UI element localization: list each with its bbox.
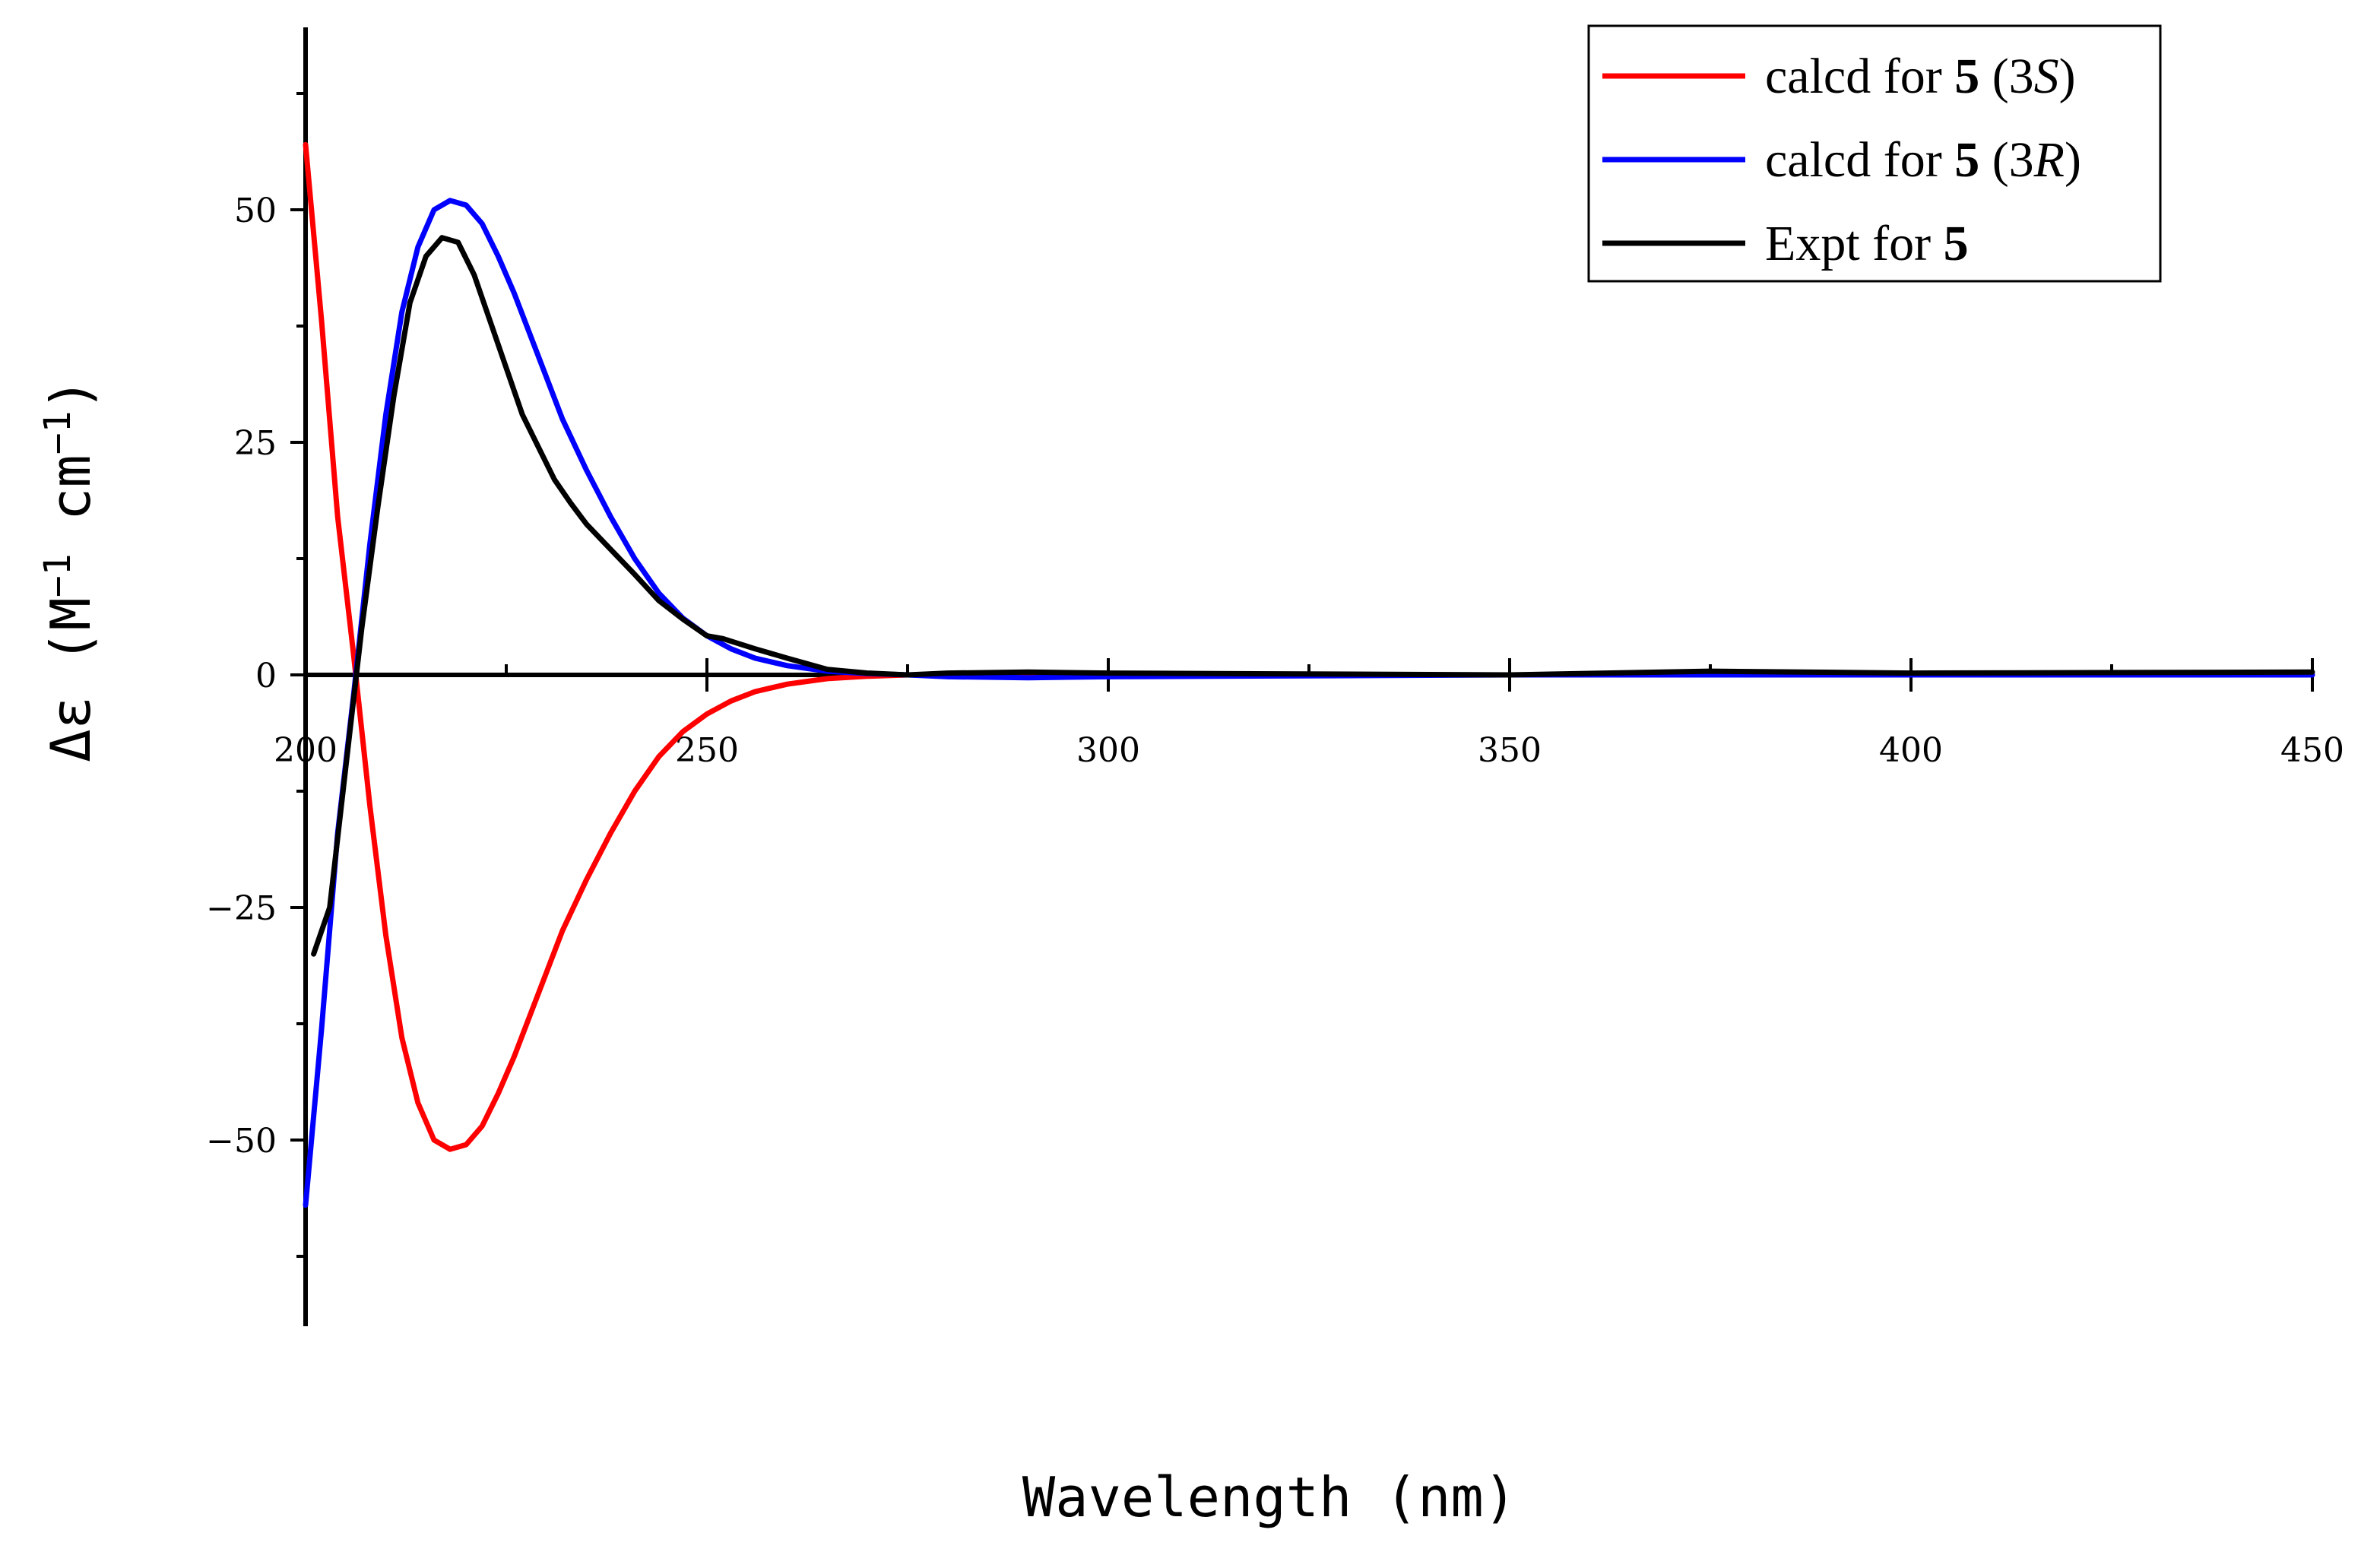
- y-axis-title-suffix: ): [39, 378, 103, 410]
- x-tick-label: 350: [1478, 731, 1542, 770]
- x-tick-label: 300: [1076, 731, 1140, 770]
- y-tick-label: −25: [206, 889, 277, 928]
- legend-label-2: calcd for 5 (3R): [1765, 132, 2081, 188]
- x-axis-title: Wavelength (nm): [1022, 1465, 1516, 1529]
- y-ticks: −50 −25 0 25 50: [206, 92, 306, 1258]
- x-tick-label: 200: [274, 731, 338, 770]
- legend-label-1: calcd for 5 (3S): [1765, 49, 2076, 104]
- x-ticks: 200 250 300 350 400 450: [274, 658, 2344, 770]
- y-axis-title-sup2: −1: [36, 410, 79, 454]
- y-axis-title-middle: cm: [39, 454, 103, 553]
- y-tick-label: −50: [206, 1122, 277, 1161]
- legend-label-3: Expt for 5: [1765, 216, 1969, 271]
- series-line-3: [311, 235, 2315, 957]
- x-tick-label: 250: [675, 731, 739, 770]
- series-layer: [303, 141, 2315, 1208]
- legend-entries: calcd for 5 (3S) calcd for 5 (3R) Expt for…: [1602, 49, 2081, 271]
- legend: calcd for 5 (3S) calcd for 5 (3R) Expt for…: [1587, 24, 2162, 283]
- y-tick-label: 50: [234, 192, 277, 230]
- y-tick-label: 25: [234, 424, 277, 463]
- y-axis-title-prefix: Δε (M: [39, 597, 103, 762]
- x-tick-label: 400: [1879, 731, 1943, 770]
- y-tick-label: 0: [255, 657, 277, 695]
- x-tick-label: 450: [2280, 731, 2344, 770]
- y-axis-title-sup1: −1: [36, 553, 79, 597]
- y-axis-title: Δε (M−1 cm−1): [36, 378, 103, 762]
- legend-box: [1587, 24, 2162, 283]
